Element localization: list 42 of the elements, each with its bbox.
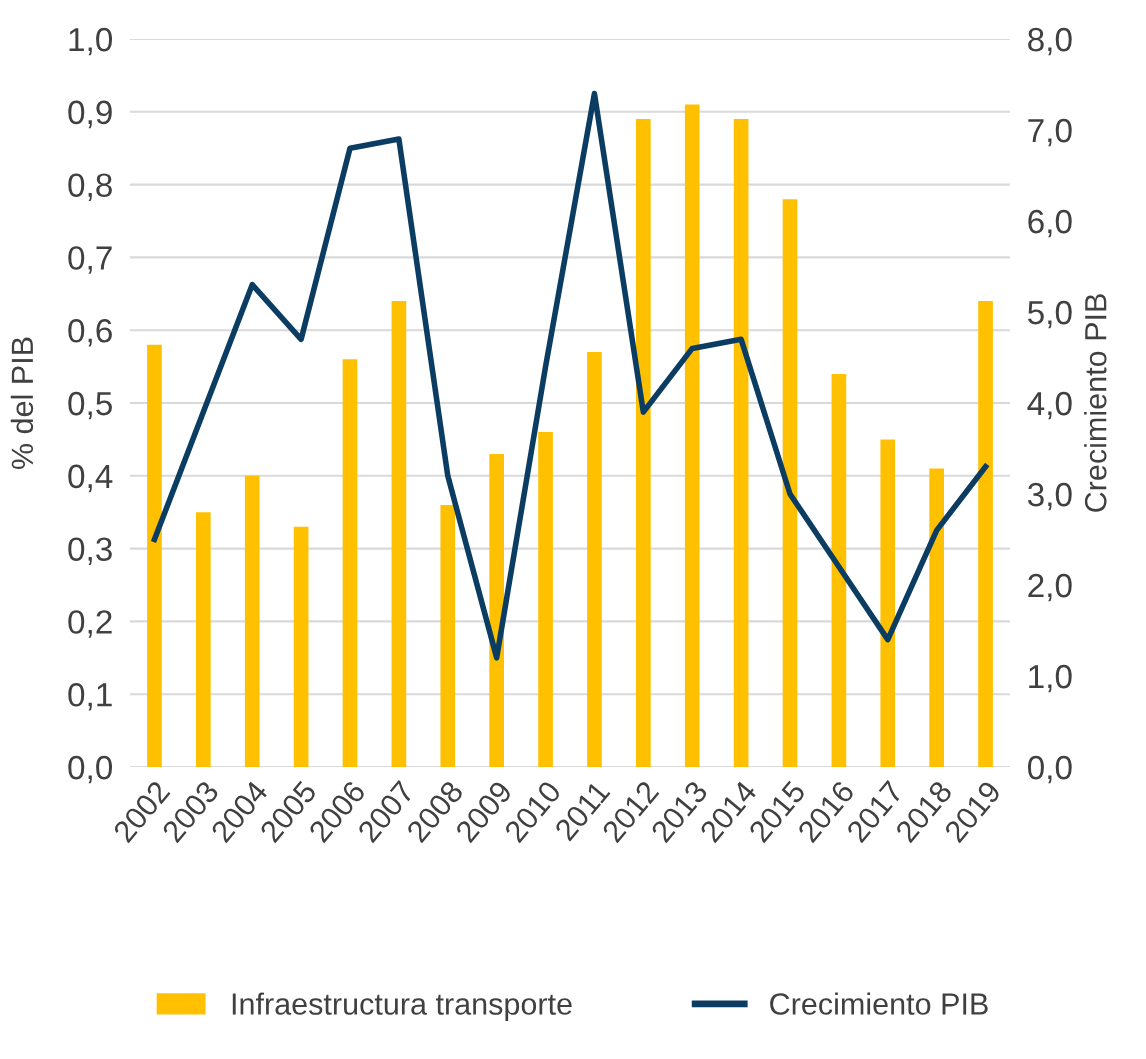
bar — [391, 301, 407, 767]
bar — [684, 104, 700, 767]
y-tick-label: 0,1 — [68, 683, 112, 711]
bar — [929, 468, 944, 767]
y2-axis-title: Crecimiento PIB — [1084, 294, 1107, 512]
y-tick-label: 0,6 — [68, 319, 112, 347]
bar — [538, 432, 553, 767]
bar — [782, 199, 798, 767]
legend-label: Infraestructura transporte — [232, 992, 572, 1021]
y-tick-label: 0,5 — [68, 391, 112, 420]
bar — [196, 512, 211, 767]
y-tick-label: 0,8 — [68, 173, 112, 201]
y2-tick-label: 3,0 — [1027, 482, 1072, 511]
bar — [636, 119, 651, 767]
bar — [587, 352, 602, 767]
y-tick-label: 0,0 — [68, 755, 113, 784]
bar — [978, 301, 993, 767]
bar — [244, 475, 260, 767]
y2-tick-label: 0,0 — [1027, 755, 1072, 784]
y2-tick-label: 7,0 — [1028, 118, 1072, 147]
y-axis-title: % del PIB — [10, 337, 34, 469]
y-tick-label: 0,2 — [68, 610, 112, 638]
bar — [293, 526, 309, 767]
y-tick-label: 0,3 — [68, 537, 112, 565]
y-tick-label: 0,7 — [68, 246, 112, 274]
y2-tick-label: 2,0 — [1028, 573, 1072, 602]
bar — [440, 504, 456, 767]
bar — [880, 439, 896, 767]
bar — [342, 359, 358, 767]
bar — [831, 373, 847, 767]
legend-label: Crecimiento PIB — [770, 992, 988, 1015]
y2-tick-label: 4,0 — [1027, 391, 1072, 420]
y-tick-label: 0,9 — [68, 100, 112, 129]
bar — [489, 453, 504, 767]
bar — [733, 119, 749, 767]
y-tick-label: 0,4 — [68, 464, 113, 493]
y2-tick-label: 8,0 — [1028, 27, 1072, 56]
y-tick-label: 1,0 — [69, 27, 113, 56]
y2-tick-label: 5,0 — [1028, 300, 1072, 329]
bar — [147, 344, 162, 767]
y2-tick-label: 6,0 — [1028, 209, 1072, 238]
y2-tick-label: 1,0 — [1029, 664, 1072, 693]
